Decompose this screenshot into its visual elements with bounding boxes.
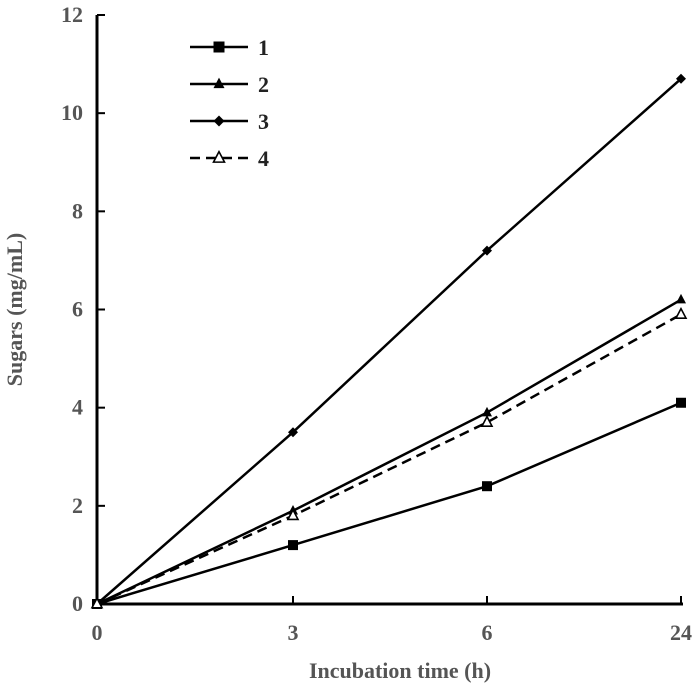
series-3 [92, 73, 686, 609]
legend-label: 4 [258, 146, 269, 171]
data-point [288, 540, 298, 551]
x-ticks: 0 3 6 24 [92, 596, 692, 645]
series-4 [90, 306, 688, 609]
y-tick-label: 0 [72, 591, 83, 616]
series-line [96, 401, 682, 606]
y-tick-label: 10 [61, 100, 83, 125]
y-tick-label: 12 [61, 2, 83, 27]
legend: 1 2 3 4 [190, 35, 269, 171]
y-tick-label: 2 [72, 493, 83, 518]
x-tick-label: 3 [288, 620, 299, 645]
data-point [676, 293, 686, 304]
series-1 [92, 397, 686, 609]
data-point [674, 306, 688, 319]
series-line [96, 313, 682, 606]
legend-entry: 3 [190, 109, 269, 134]
y-ticks: 0 2 4 6 8 10 12 [61, 2, 105, 616]
legend-label: 1 [258, 35, 269, 60]
legend-label: 2 [258, 72, 269, 97]
series-line [96, 298, 682, 606]
y-axis-title: Sugars (mg/mL) [2, 233, 27, 386]
legend-marker [213, 41, 225, 53]
data-point [482, 406, 492, 417]
legend-entry: 1 [190, 35, 269, 60]
data-point [482, 481, 492, 492]
data-point [676, 73, 686, 84]
series-line [96, 77, 682, 605]
legend-entry: 2 [190, 72, 269, 97]
data-point [286, 508, 300, 521]
data-point [482, 245, 492, 256]
data-point [288, 427, 298, 438]
series-layer [90, 73, 688, 609]
y-tick-label: 4 [72, 395, 83, 420]
data-point [480, 414, 494, 427]
legend-marker [213, 77, 225, 89]
legend-label: 3 [258, 109, 269, 134]
x-tick-label: 6 [482, 620, 493, 645]
x-axis-title: Incubation time (h) [309, 658, 491, 683]
legend-entry: 4 [190, 146, 269, 171]
x-tick-label: 24 [670, 620, 692, 645]
data-point [676, 397, 686, 408]
data-point [90, 596, 104, 609]
legend-marker [212, 149, 226, 163]
y-tick-label: 6 [72, 297, 83, 322]
y-tick-label: 8 [72, 198, 83, 223]
legend-marker [213, 115, 225, 127]
x-tick-label: 0 [92, 620, 103, 645]
